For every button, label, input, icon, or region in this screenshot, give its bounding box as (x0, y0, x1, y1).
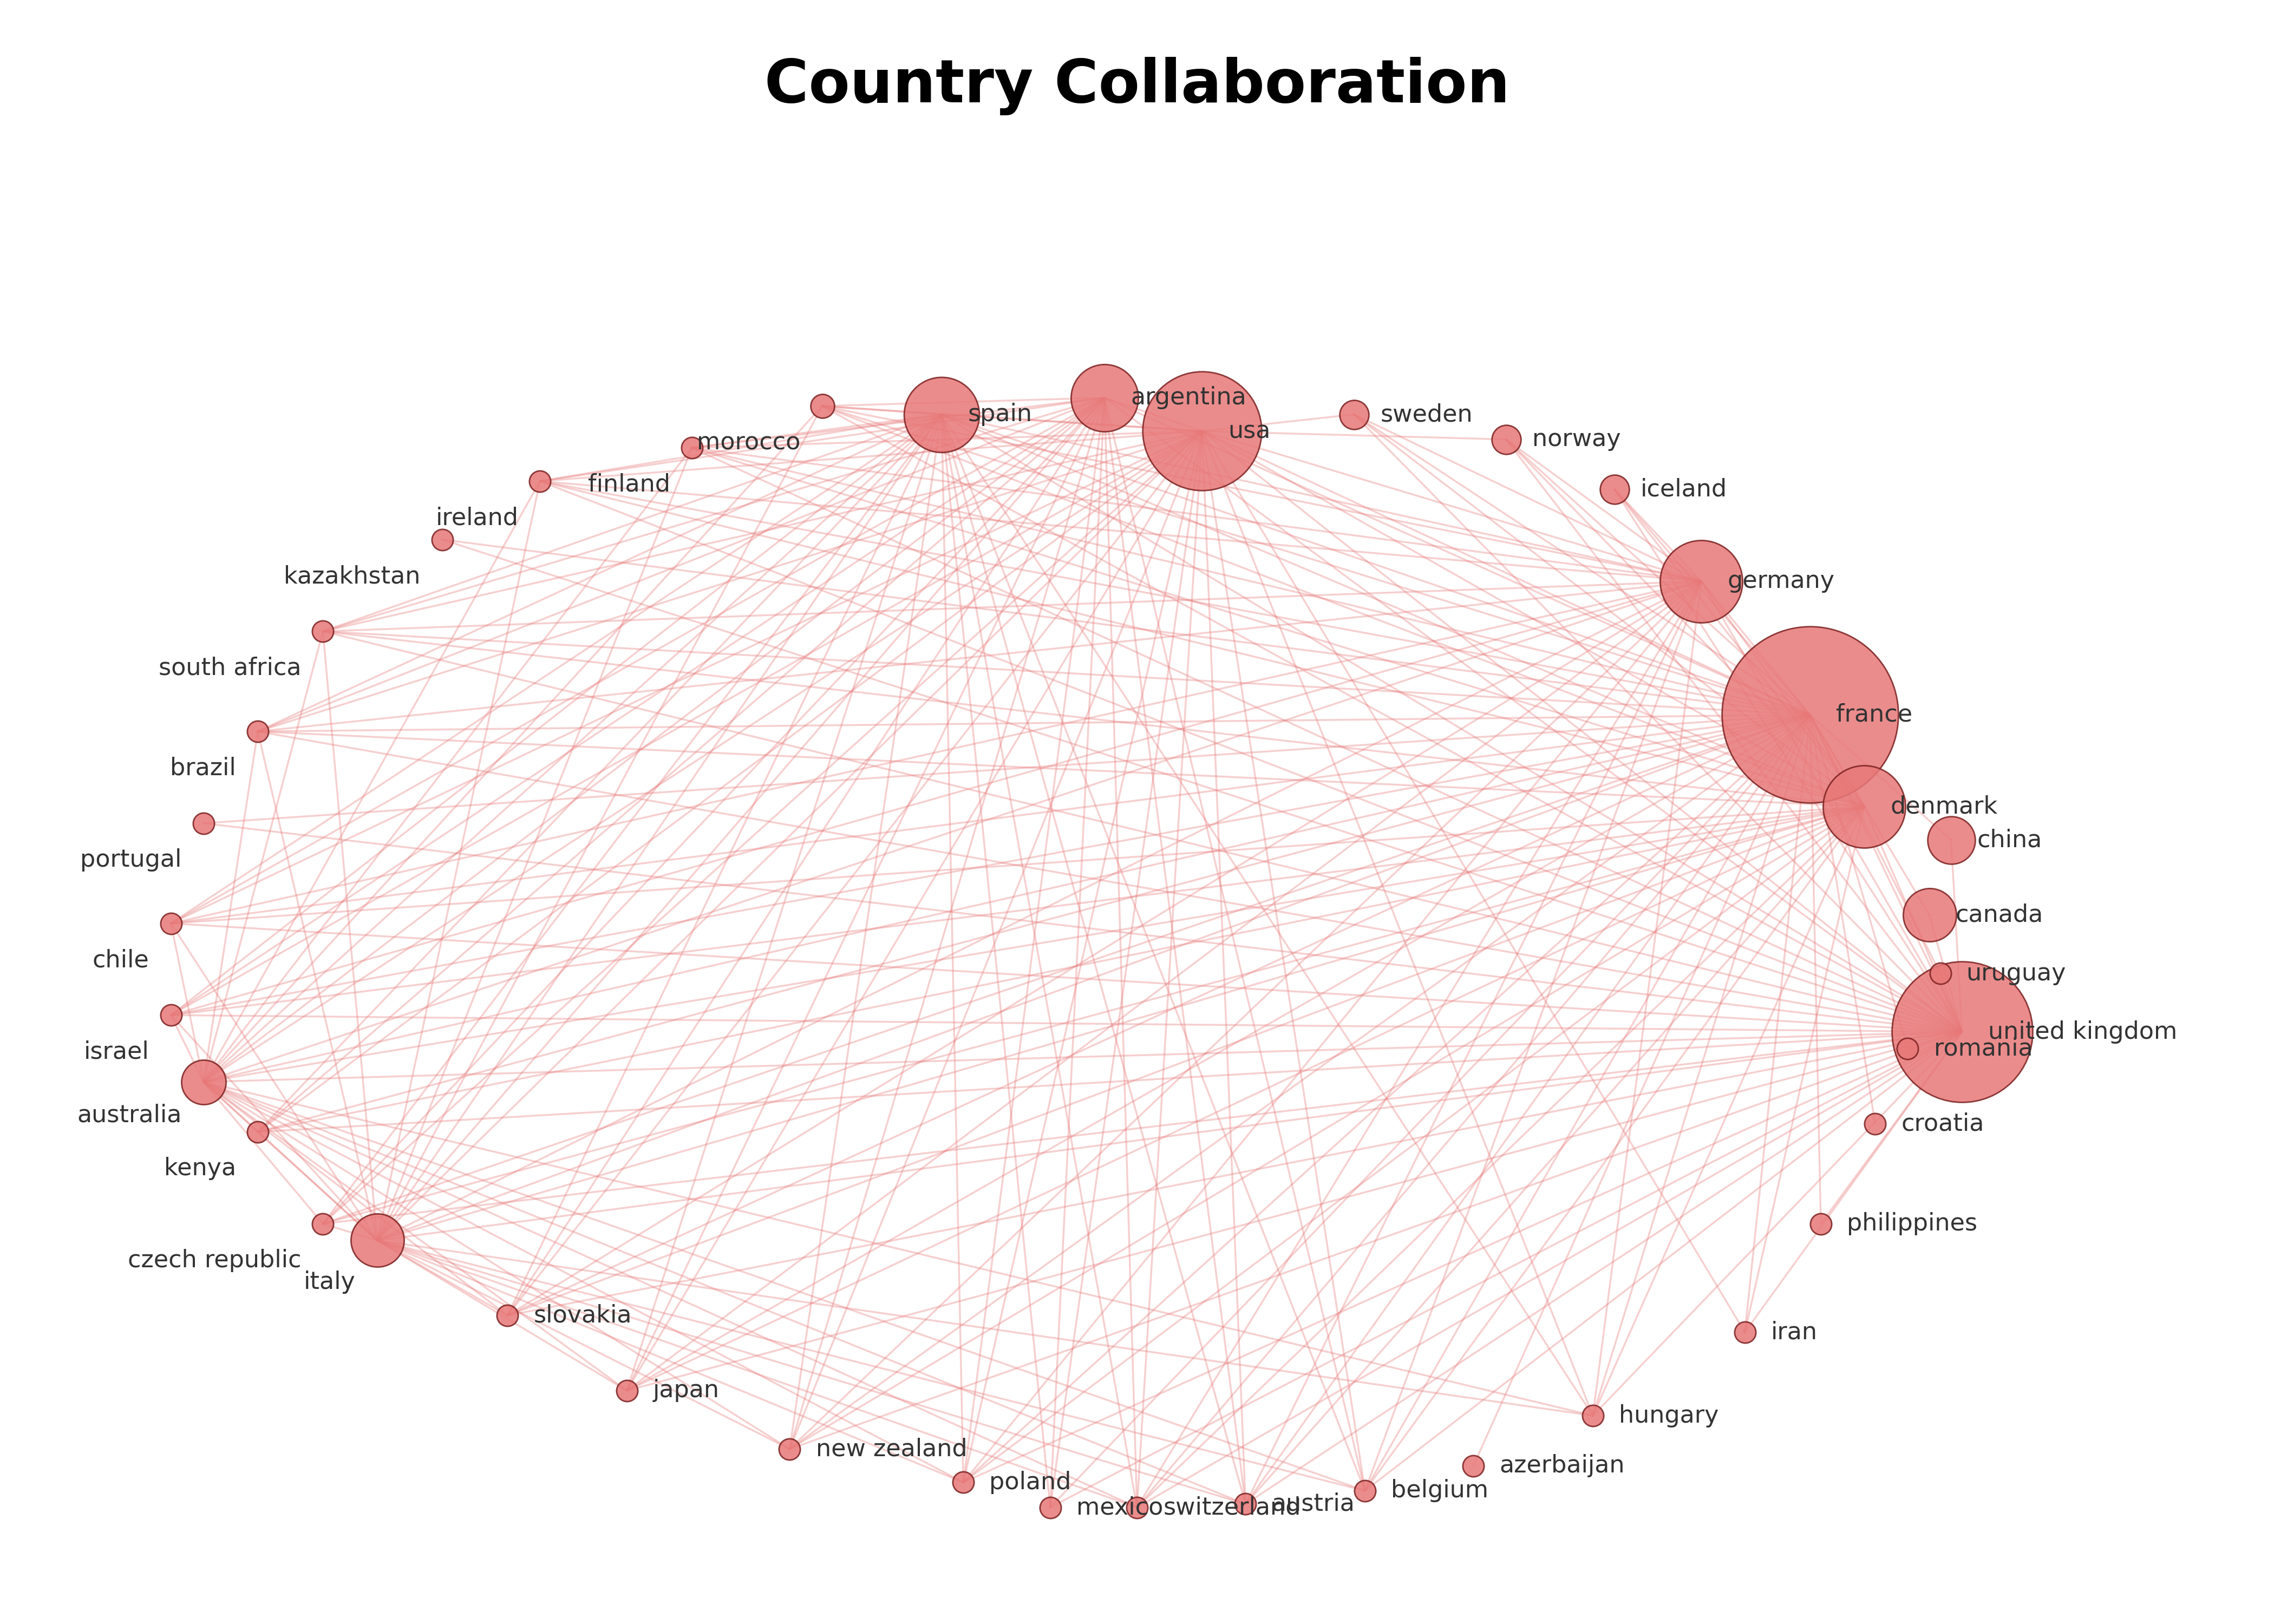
Point (1119, 1494, 1155, 1520)
Point (1858, 1111, 1894, 1137)
Point (1596, 476, 1633, 502)
Text: israel: israel (84, 1041, 150, 1064)
Point (1933, 827, 1969, 853)
Point (152, 911, 189, 937)
Text: belgium: belgium (1392, 1479, 1489, 1502)
Point (305, 619, 341, 645)
Point (673, 435, 709, 461)
Text: kenya: kenya (164, 1156, 236, 1181)
Point (1890, 1036, 1926, 1062)
Point (1792, 702, 1828, 728)
Point (425, 526, 462, 552)
Text: iceland: iceland (1640, 477, 1728, 502)
Point (239, 1119, 275, 1145)
Point (946, 1470, 982, 1496)
Text: china: china (1976, 828, 2042, 851)
Point (489, 1302, 525, 1328)
Point (1574, 1403, 1610, 1429)
Point (521, 468, 557, 494)
Text: switzerland: switzerland (1162, 1496, 1301, 1518)
Point (609, 1377, 646, 1403)
Text: italy: italy (302, 1270, 355, 1294)
Text: chile: chile (93, 948, 150, 971)
Point (1922, 960, 1958, 986)
Text: united kingdom: united kingdom (1987, 1020, 2176, 1044)
Text: south africa: south africa (159, 656, 300, 680)
Text: denmark: denmark (1890, 794, 1997, 818)
Point (1087, 385, 1123, 411)
Point (1944, 1018, 1981, 1044)
Text: germany: germany (1728, 570, 1835, 593)
Text: france: france (1835, 703, 1912, 726)
Text: romania: romania (1933, 1036, 2033, 1060)
Text: australia: australia (77, 1104, 182, 1127)
Text: slovakia: slovakia (534, 1304, 632, 1327)
Point (1726, 1319, 1762, 1345)
Point (184, 1069, 221, 1095)
Point (1487, 427, 1524, 453)
Text: canada: canada (1956, 903, 2044, 927)
Text: philippines: philippines (1846, 1212, 1978, 1236)
Text: czech republic: czech republic (127, 1249, 300, 1272)
Text: sweden: sweden (1380, 403, 1474, 425)
Point (184, 810, 221, 836)
Text: brazil: brazil (171, 757, 236, 780)
Point (1346, 1478, 1383, 1504)
Text: finland: finland (589, 473, 671, 497)
Point (805, 393, 841, 419)
Point (771, 1436, 807, 1462)
Point (305, 1212, 341, 1237)
Text: azerbaijan: azerbaijan (1499, 1453, 1626, 1478)
Point (1910, 901, 1947, 927)
Point (923, 401, 960, 427)
Text: croatia: croatia (1901, 1112, 1985, 1135)
Text: japan: japan (653, 1379, 719, 1402)
Text: morocco: morocco (696, 430, 800, 455)
Point (152, 1002, 189, 1028)
Text: ireland: ireland (434, 507, 518, 529)
Text: portugal: portugal (80, 848, 182, 872)
Text: poland: poland (989, 1471, 1071, 1494)
Point (1455, 1453, 1492, 1479)
Text: new zealand: new zealand (816, 1437, 966, 1460)
Text: iran: iran (1771, 1320, 1817, 1343)
Point (1185, 417, 1221, 443)
Text: hungary: hungary (1619, 1405, 1719, 1427)
Text: spain: spain (969, 403, 1032, 425)
Point (1032, 1494, 1069, 1520)
Point (1335, 401, 1371, 427)
Text: austria: austria (1271, 1492, 1355, 1515)
Text: kazakhstan: kazakhstan (284, 565, 421, 588)
Title: Country Collaboration: Country Collaboration (764, 57, 1510, 115)
Text: mexico: mexico (1076, 1496, 1162, 1518)
Text: argentina: argentina (1130, 387, 1246, 409)
Text: uruguay: uruguay (1967, 961, 2067, 986)
Point (239, 718, 275, 744)
Point (1803, 1212, 1840, 1237)
Point (359, 1228, 396, 1254)
Point (1846, 794, 1883, 820)
Point (1228, 1491, 1264, 1517)
Point (1683, 568, 1719, 594)
Text: usa: usa (1228, 419, 1271, 443)
Text: norway: norway (1533, 427, 1621, 451)
